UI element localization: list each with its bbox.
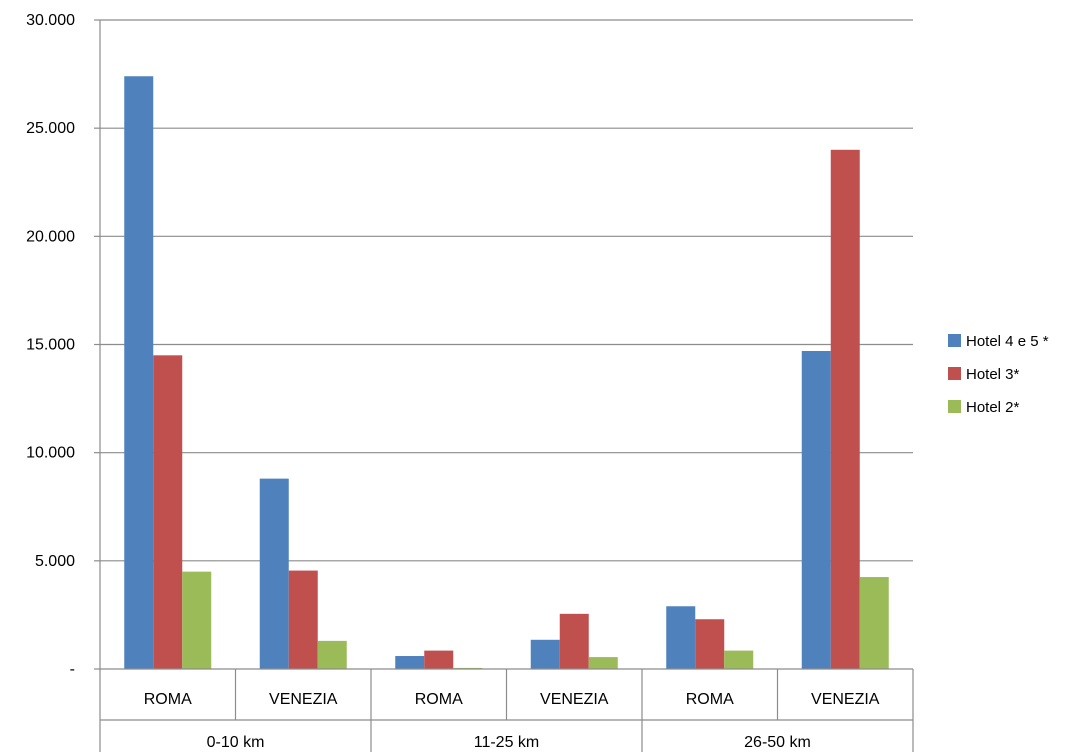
- axes: [99, 20, 914, 752]
- gridlines: [100, 19, 913, 562]
- bar: [259, 478, 289, 669]
- bars: [124, 76, 889, 670]
- bar: [182, 571, 212, 669]
- bar: [424, 650, 454, 669]
- x-category-label: ROMA: [144, 691, 192, 708]
- x-group-label: 0-10 km: [207, 734, 265, 751]
- bar: [830, 149, 860, 670]
- y-tick-label: 30.000: [26, 12, 75, 29]
- bar: [666, 606, 696, 669]
- legend-label: Hotel 3*: [966, 366, 1020, 383]
- bar: [153, 355, 183, 669]
- bar: [801, 350, 831, 669]
- bar: [395, 656, 425, 669]
- x-group-label: 11-25 km: [474, 734, 540, 751]
- legend-swatch: [948, 400, 961, 413]
- legend-swatch: [948, 367, 961, 380]
- x-category-label: ROMA: [686, 691, 734, 708]
- legend-label: Hotel 2*: [966, 399, 1020, 416]
- legend-swatch: [948, 334, 961, 347]
- x-category-label: VENEZIA: [540, 691, 609, 708]
- bar: [695, 619, 725, 669]
- bar: [559, 613, 589, 669]
- y-tick-label: 10.000: [26, 445, 75, 462]
- y-tick-label: 15.000: [26, 337, 75, 354]
- x-category-label: VENEZIA: [811, 691, 880, 708]
- legend: Hotel 4 e 5 * Hotel 3* Hotel 2*: [948, 333, 1049, 416]
- y-tick-label: -: [70, 661, 75, 678]
- y-tick-label: 5.000: [35, 553, 75, 570]
- bar: [124, 76, 154, 670]
- bar: [288, 570, 318, 669]
- bar: [317, 640, 347, 669]
- bar: [859, 577, 889, 669]
- x-category-label: ROMA: [415, 691, 463, 708]
- bar: [724, 650, 754, 669]
- bar: [588, 657, 618, 669]
- bar: [530, 639, 560, 669]
- x-axis-labels: ROMA VENEZIA ROMA VENEZIA ROMA VENEZIA 0-10 km…: [144, 691, 880, 751]
- y-axis-tick-labels: - 5.000 10.000 15.000 20.000 25.000 30.000: [26, 12, 100, 678]
- x-category-label: VENEZIA: [269, 691, 338, 708]
- y-tick-label: 20.000: [26, 228, 75, 245]
- legend-label: Hotel 4 e 5 *: [966, 333, 1049, 350]
- y-tick-label: 25.000: [26, 120, 75, 137]
- x-group-label: 26-50 km: [744, 734, 811, 751]
